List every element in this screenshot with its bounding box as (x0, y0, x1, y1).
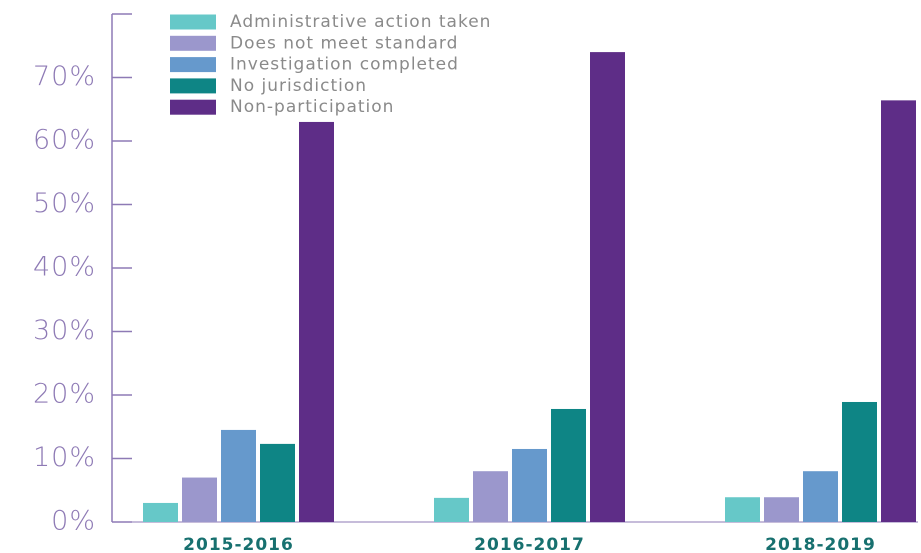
y-tick-label: 20% (33, 379, 96, 410)
x-tick-label: 2015-2016 (183, 535, 294, 553)
bar (143, 502, 178, 522)
legend-label: Non-participation (230, 97, 394, 117)
y-tick-label: 30% (33, 315, 96, 346)
bar (551, 408, 586, 522)
y-tick-label: 60% (33, 125, 96, 156)
legend-label: Administrative action taken (230, 12, 491, 32)
legend-label: Investigation completed (230, 55, 459, 75)
legend-swatch (170, 35, 216, 51)
bar (434, 497, 469, 522)
legend-label: No jurisdiction (230, 76, 367, 96)
bar (590, 52, 625, 522)
bar (299, 121, 334, 522)
bar (842, 401, 877, 522)
bar (512, 448, 547, 522)
y-tick-label: 0% (51, 506, 96, 537)
legend-label: Does not meet standard (230, 33, 458, 53)
bar (725, 497, 760, 522)
legend-swatch (170, 57, 216, 73)
legend-swatch (170, 78, 216, 94)
bar (803, 471, 838, 522)
y-tick-label: 40% (33, 252, 96, 283)
bar (473, 471, 508, 522)
y-tick-label: 10% (33, 442, 96, 473)
bar (221, 429, 256, 522)
x-tick-label: 2016-2017 (474, 535, 585, 553)
legend-swatch (170, 14, 216, 30)
y-tick-label: 50% (33, 188, 96, 219)
y-tick-label: 70% (33, 61, 96, 92)
legend-swatch (170, 99, 216, 115)
bar (881, 100, 916, 523)
bar (260, 443, 295, 522)
bar (182, 477, 217, 522)
bar (764, 497, 799, 522)
x-tick-label: 2018-2019 (765, 535, 876, 553)
